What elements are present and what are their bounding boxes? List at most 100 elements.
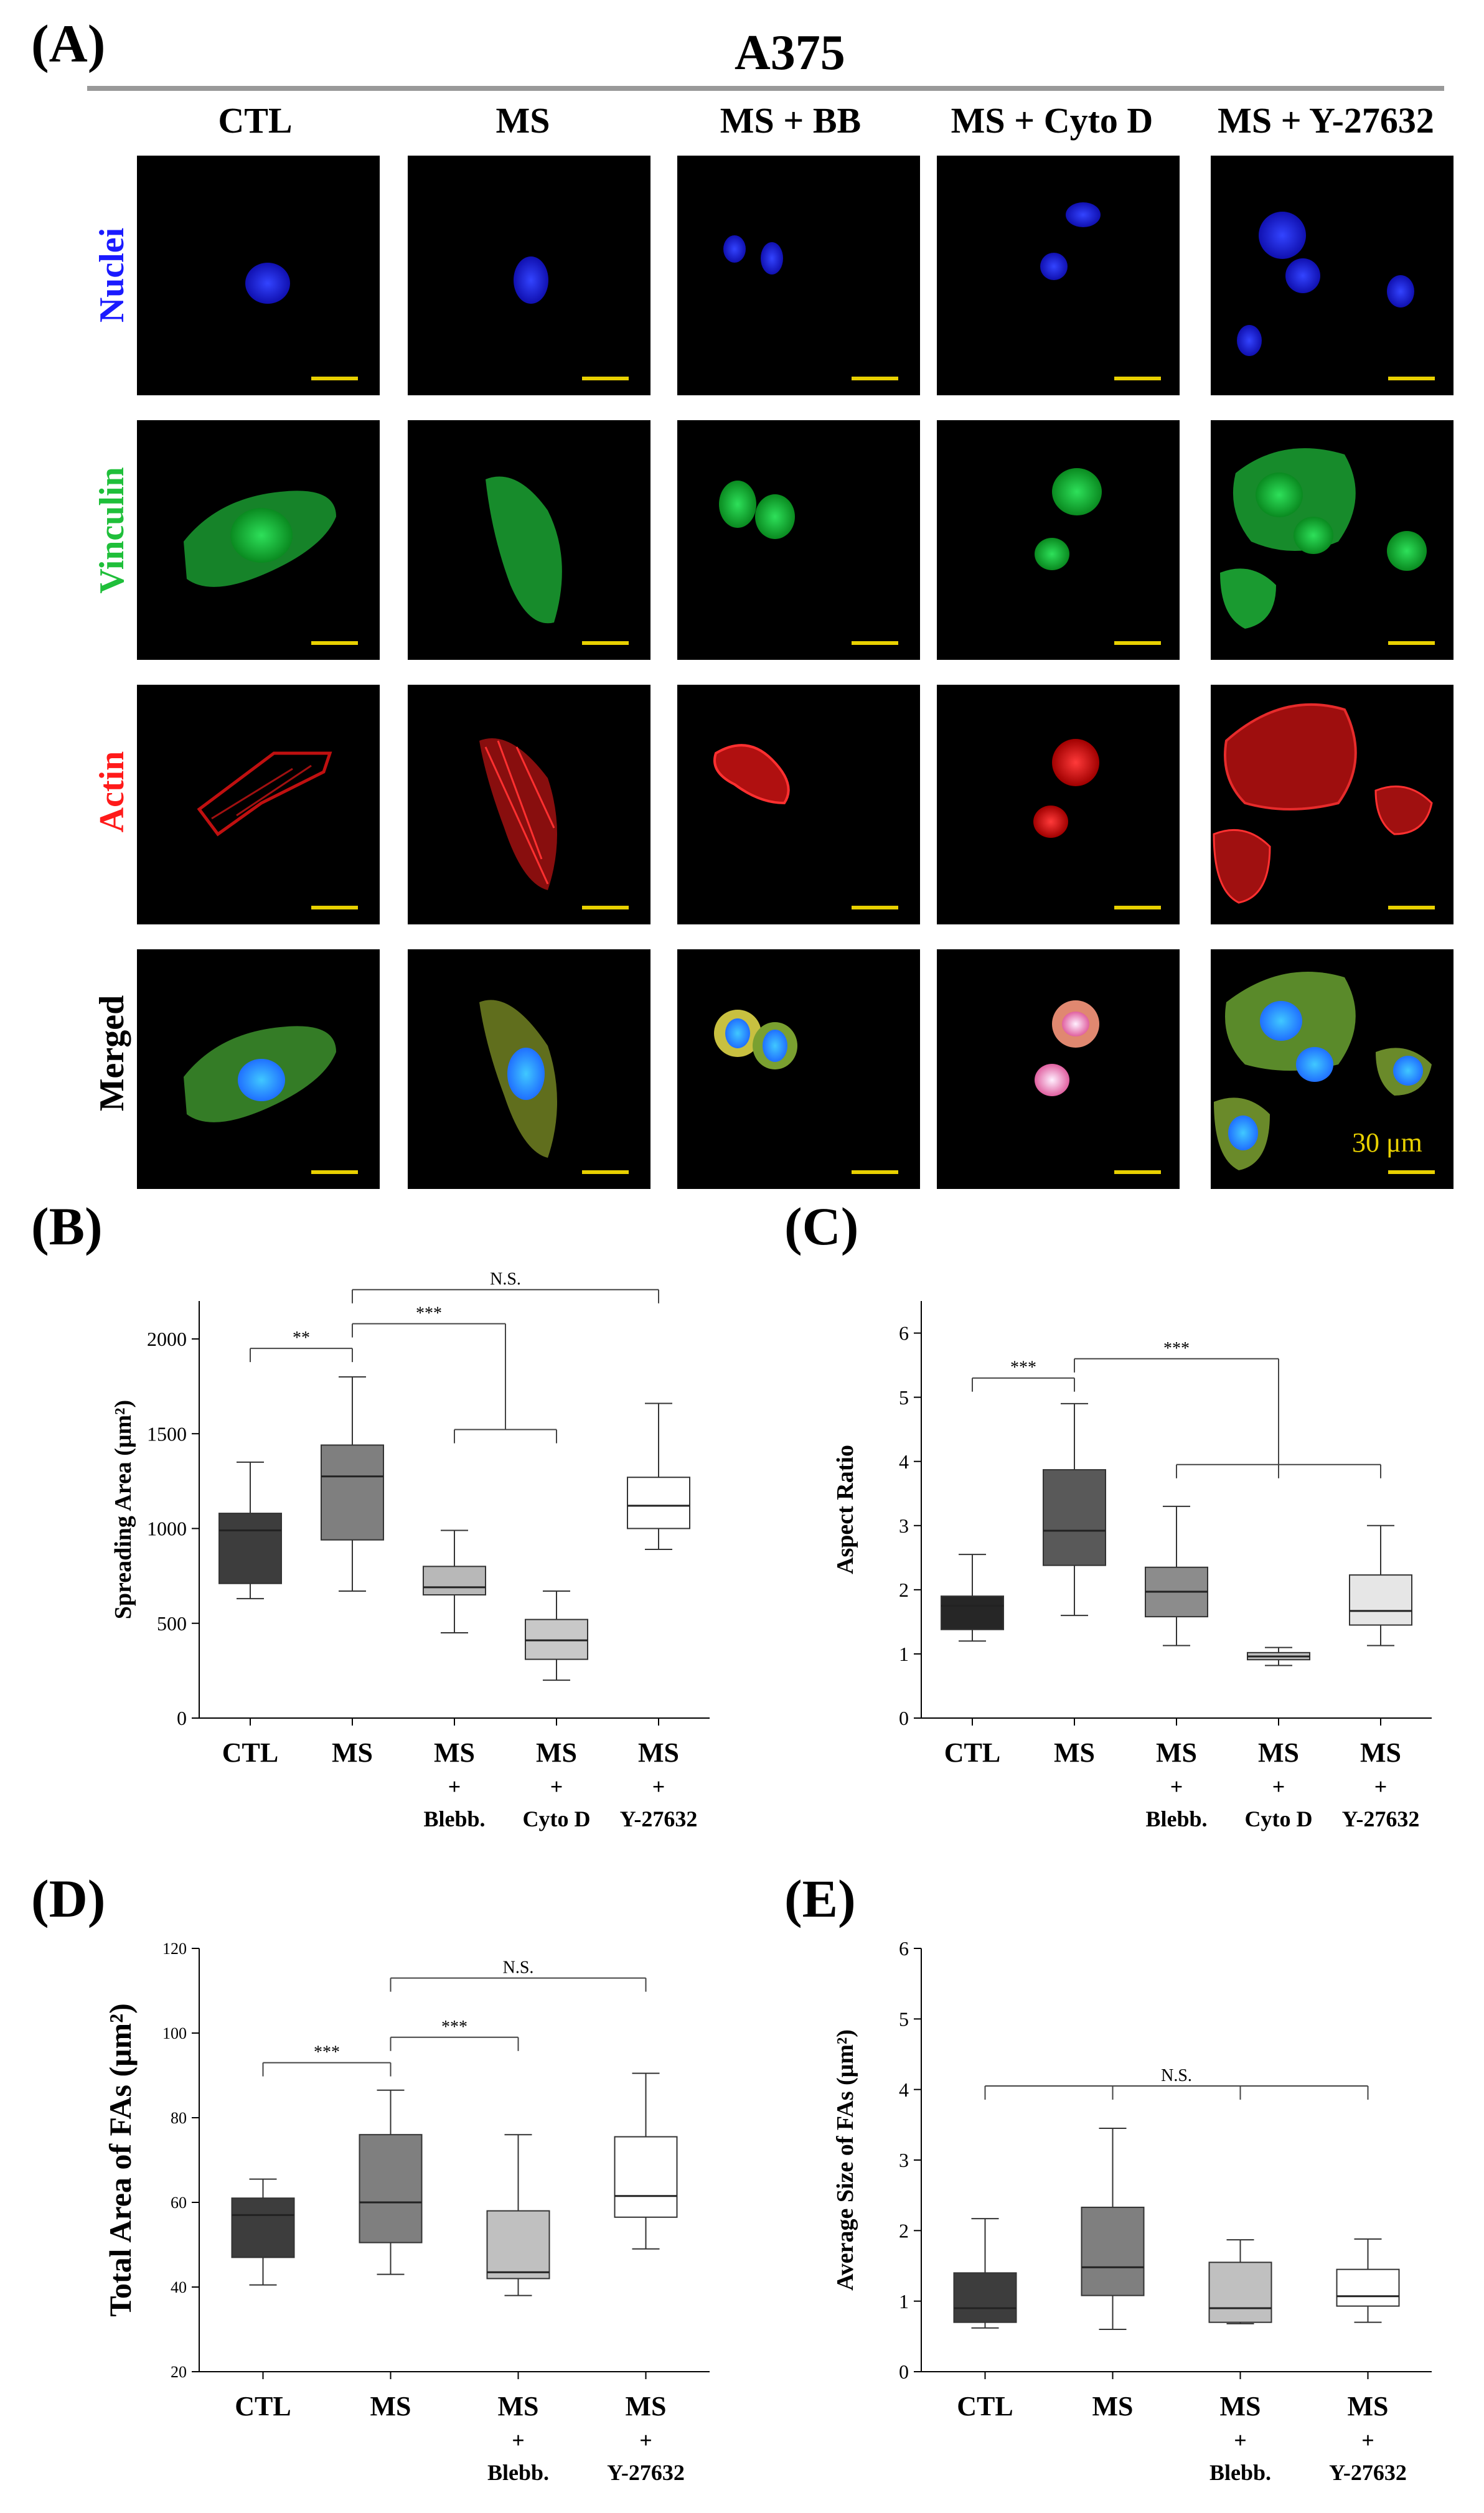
x-category-label: MS	[1220, 2391, 1261, 2421]
y-tick-label: 0	[899, 2360, 909, 2383]
y-tick-label: 6	[899, 1937, 909, 1960]
y-tick-label: 2	[899, 1579, 909, 1601]
condition-title-ms: MS	[495, 100, 550, 141]
x-category-label: +	[550, 1774, 563, 1799]
micrograph-vinculin-ms	[408, 420, 650, 660]
y-tick-label: 500	[157, 1612, 187, 1635]
x-category-label: MS	[370, 2391, 411, 2421]
y-tick-label: 0	[899, 1707, 909, 1729]
y-tick-label: 6	[899, 1322, 909, 1345]
box-iqr	[321, 1444, 384, 1541]
y-tick-label: 3	[899, 2149, 909, 2171]
x-category-label: MS	[536, 1737, 577, 1768]
y-tick-label: 2000	[147, 1328, 187, 1350]
micrograph-merged-ms-cytod	[937, 949, 1180, 1189]
box-iqr	[218, 1513, 282, 1584]
cell-line-title: A375	[735, 26, 845, 80]
y-tick-label: 1	[899, 1643, 909, 1665]
chart-total-fa-area: 20 40 60 80 100 120 Total Area of FAs (μm²) CTL…	[103, 1940, 710, 2485]
x-category-label: MS	[1360, 1737, 1401, 1768]
y-axis-title: Total Area of FAs (μm²)	[103, 2003, 138, 2316]
panel-letter-b: (B)	[31, 1196, 103, 1256]
sig-label: ***	[314, 2043, 340, 2062]
y-tick-label: 1000	[147, 1518, 187, 1540]
micrograph-nuclei-ctl	[137, 156, 380, 395]
y-axis-title: Average Size of FAs (μm²)	[832, 2029, 858, 2291]
y-tick-label: 1	[899, 2290, 909, 2313]
x-category-label: CTL	[222, 1737, 278, 1768]
sig-label: N.S.	[503, 1958, 534, 1978]
x-category-label: +	[1374, 1774, 1388, 1799]
y-tick-label: 120	[162, 1940, 187, 1958]
x-category-label: MS	[498, 2391, 539, 2421]
x-category-label: MS	[1348, 2391, 1389, 2421]
micrograph-actin-ms-cytod	[937, 685, 1180, 924]
micrograph-nuclei-ms-cytod	[937, 156, 1180, 395]
scale-bar-label: 30 μm	[1352, 1127, 1422, 1158]
panel-letter-d: (D)	[31, 1869, 106, 1928]
box-iqr	[231, 2197, 295, 2258]
micrograph-nuclei-ms-bb	[677, 156, 920, 395]
x-category-label: MS	[1156, 1737, 1197, 1768]
sig-label: **	[293, 1328, 310, 1348]
sig-label: ***	[416, 1304, 442, 1323]
micrograph-merged-ctl	[137, 949, 380, 1189]
y-tick-label: 60	[171, 2194, 187, 2212]
x-category-label: Blebb.	[1209, 2460, 1271, 2485]
title-divider	[87, 86, 1444, 91]
x-category-label: MS	[1054, 1737, 1095, 1768]
y-tick-label: 4	[899, 1450, 909, 1473]
micrograph-nuclei-ms-y27632	[1211, 156, 1453, 395]
panel-letter-a: (A)	[31, 14, 106, 73]
x-category-label: MS	[434, 1737, 475, 1768]
x-category-label: Y-27632	[607, 2460, 685, 2485]
micrograph-actin-ms	[408, 685, 650, 924]
y-tick-label: 5	[899, 1386, 909, 1409]
box-iqr	[1336, 2268, 1400, 2307]
box-iqr	[359, 2134, 423, 2243]
sig-label: ***	[441, 2017, 467, 2037]
box-iqr	[525, 1618, 588, 1660]
y-tick-label: 80	[171, 2109, 187, 2127]
condition-title-ctl: CTL	[218, 100, 293, 141]
box-iqr	[614, 2136, 678, 2218]
x-category-label: +	[639, 2428, 652, 2453]
x-category-label: +	[1272, 1774, 1285, 1799]
x-category-label: +	[512, 2428, 525, 2453]
x-category-label: Y-27632	[1329, 2460, 1407, 2485]
chart-spreading-area: 0 500 1000 1500 2000 Spreading Area (μm²) CTL M…	[110, 1270, 710, 1831]
sig-label: ***	[1010, 1358, 1036, 1378]
y-tick-label: 100	[162, 2024, 187, 2042]
y-tick-label: 4	[899, 2079, 909, 2101]
y-tick-label: 1500	[147, 1422, 187, 1445]
sig-label: ***	[1163, 1339, 1190, 1358]
x-category-label: +	[448, 1774, 461, 1799]
x-category-label: CTL	[957, 2391, 1013, 2421]
y-tick-label: 2	[899, 2220, 909, 2242]
x-category-label: CTL	[235, 2391, 291, 2421]
micrograph-merged-ms-y27632	[1211, 949, 1453, 1189]
x-category-label: Cyto D	[1245, 1806, 1313, 1831]
x-category-label: Y-27632	[1342, 1806, 1420, 1831]
x-category-label: CTL	[944, 1737, 1000, 1768]
micrograph-vinculin-ctl	[137, 420, 380, 660]
box-iqr	[1081, 2206, 1145, 2296]
y-axis-title: Aspect Ratio	[832, 1445, 858, 1574]
x-category-label: MS	[332, 1737, 373, 1768]
micrograph-actin-ctl	[137, 685, 380, 924]
micrograph-merged-ms-bb	[677, 949, 920, 1189]
x-category-label: Y-27632	[620, 1806, 698, 1831]
y-tick-label: 40	[171, 2278, 187, 2296]
micrograph-grid	[137, 156, 1453, 1189]
chart-average-fa-size: 0 1 2 3 4 5 6 Average Size of FAs (μm²) CTL MS MS +…	[832, 1937, 1432, 2485]
y-tick-label: 20	[171, 2363, 187, 2381]
x-category-label: MS	[638, 1737, 679, 1768]
box-iqr	[486, 2210, 550, 2280]
y-tick-label: 5	[899, 2008, 909, 2031]
box-iqr	[1208, 2262, 1272, 2323]
micrograph-merged-ms	[408, 949, 650, 1189]
x-category-label: +	[652, 1774, 665, 1799]
micrograph-vinculin-ms-y27632	[1211, 420, 1453, 660]
sig-label: N.S.	[490, 1270, 521, 1289]
x-category-label: MS	[1258, 1737, 1299, 1768]
